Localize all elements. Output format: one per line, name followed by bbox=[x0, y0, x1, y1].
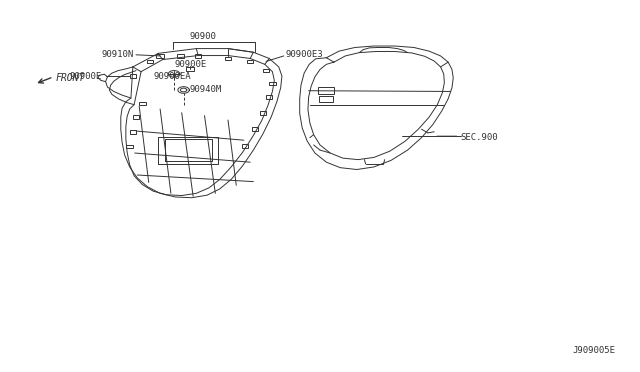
Bar bbox=[186, 67, 194, 71]
Bar bbox=[319, 87, 334, 94]
Text: 90910N: 90910N bbox=[101, 50, 133, 59]
Text: J909005E: J909005E bbox=[572, 346, 615, 355]
Bar bbox=[266, 96, 273, 99]
Text: 90900E3: 90900E3 bbox=[285, 50, 323, 59]
Bar bbox=[177, 54, 184, 58]
Text: 90900: 90900 bbox=[190, 32, 217, 41]
Text: 90940M: 90940M bbox=[190, 86, 222, 94]
Bar bbox=[242, 144, 248, 148]
Bar bbox=[156, 54, 164, 58]
Text: 90900E: 90900E bbox=[174, 60, 206, 69]
Bar bbox=[252, 127, 259, 131]
Bar bbox=[195, 54, 202, 58]
Text: 90900E: 90900E bbox=[69, 72, 102, 81]
Bar bbox=[130, 130, 136, 134]
Bar bbox=[319, 96, 333, 102]
Text: 90900EA: 90900EA bbox=[154, 73, 191, 81]
Bar bbox=[269, 81, 276, 85]
Text: FRONT: FRONT bbox=[56, 73, 85, 83]
Bar bbox=[260, 111, 266, 115]
Bar bbox=[147, 60, 153, 63]
Bar bbox=[263, 69, 269, 73]
Bar bbox=[225, 57, 231, 60]
Bar bbox=[130, 74, 136, 78]
Bar bbox=[139, 102, 145, 105]
Bar bbox=[247, 60, 253, 63]
Text: SEC.900: SEC.900 bbox=[461, 133, 499, 142]
Bar bbox=[133, 115, 139, 119]
Bar bbox=[127, 145, 133, 148]
